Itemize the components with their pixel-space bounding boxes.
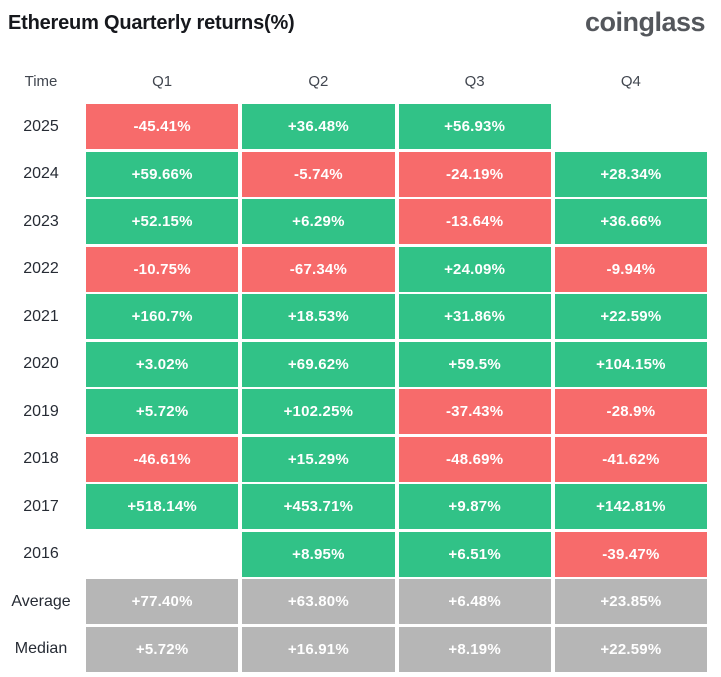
top-bar: Ethereum Quarterly returns(%) coinglass [0,0,721,40]
return-cell-2016-q3: +6.51% [398,531,551,577]
return-cell-median-q1: +5.72% [86,626,239,672]
return-cell-2022-q1: -10.75% [86,246,239,292]
return-cell-2023-q3: -13.64% [398,199,551,244]
return-cell-2024-q2: -5.74% [242,151,395,197]
return-cell-2016-q4: -39.47% [554,531,707,577]
return-cell-2019-q3: -37.43% [398,389,551,434]
return-cell-2016-q2: +8.95% [242,531,395,577]
return-cell-average-q3: +6.48% [398,579,551,624]
return-cell-median-q4: +22.59% [554,626,707,672]
return-cell-2017-q4: +142.81% [554,484,707,529]
coinglass-logo: coinglass [584,7,706,37]
return-cell-2021-q1: +160.7% [86,294,239,339]
return-cell-2024-q3: -24.19% [398,151,551,197]
column-header-time: Time [24,72,58,90]
row-label-2016: 2016 [23,545,59,562]
return-cell-2024-q1: +59.66% [86,151,239,197]
return-cell-2016-q1 [86,532,238,577]
row-label-2019: 2019 [23,402,59,420]
row-label-2017: 2017 [23,497,59,515]
return-cell-2025-q3: +56.93% [398,104,551,149]
return-cell-2025-q1: -45.41% [86,104,239,149]
return-cell-2018-q2: +15.29% [242,436,395,482]
return-cell-2017-q3: +9.87% [398,484,551,529]
quarterly-returns-table: Time Q1 Q2 Q3 Q4 2025 -45.41% +36.48% +5… [0,69,707,672]
return-cell-2021-q4: +22.59% [554,294,707,339]
return-cell-2025-q4 [555,104,707,149]
return-cell-2021-q3: +31.86% [398,294,551,339]
return-cell-median-q3: +8.19% [398,626,551,672]
return-cell-2024-q4: +28.34% [554,151,707,197]
column-header-q2: Q2 [308,72,329,90]
row-label-median: Median [14,640,68,657]
row-label-2024: 2024 [23,165,59,182]
row-label-2025: 2025 [23,117,59,135]
return-cell-2022-q2: -67.34% [242,246,395,292]
return-cell-2021-q2: +18.53% [242,294,395,339]
row-label-2020: 2020 [23,355,59,372]
return-cell-2022-q3: +24.09% [398,246,551,292]
row-label-2018: 2018 [23,450,59,467]
return-cell-2018-q4: -41.62% [554,436,707,482]
return-cell-2020-q3: +59.5% [398,341,551,387]
return-cell-average-q4: +23.85% [554,579,707,624]
row-label-2022: 2022 [23,260,59,277]
return-cell-2019-q4: -28.9% [554,389,707,434]
page-title: Ethereum Quarterly returns(%) [8,12,295,34]
row-label-2021: 2021 [23,307,59,325]
return-cell-2022-q4: -9.94% [554,246,707,292]
return-cell-2018-q3: -48.69% [398,436,551,482]
return-cell-2020-q1: +3.02% [86,341,239,387]
table-header-row: Time Q1 Q2 Q3 Q4 [0,69,707,93]
return-cell-2020-q2: +69.62% [242,341,395,387]
return-cell-average-q2: +63.80% [242,579,395,624]
column-header-q4: Q4 [620,72,641,90]
return-cell-2023-q2: +6.29% [242,199,395,244]
return-cell-median-q2: +16.91% [242,626,395,672]
return-cell-2025-q2: +36.48% [242,104,395,149]
return-cell-2019-q2: +102.25% [242,389,395,434]
row-label-2023: 2023 [23,212,59,230]
column-header-q3: Q3 [464,72,485,90]
row-label-average: Average [11,592,71,610]
column-header-q1: Q1 [152,72,173,90]
return-cell-2017-q1: +518.14% [86,484,239,529]
return-cell-2023-q1: +52.15% [86,199,239,244]
return-cell-2017-q2: +453.71% [242,484,395,529]
return-cell-2018-q1: -46.61% [86,436,239,482]
table-body: 2025 -45.41% +36.48% +56.93% 2024 +59.66… [0,104,707,672]
return-cell-2019-q1: +5.72% [86,389,239,434]
return-cell-2020-q4: +104.15% [554,341,707,387]
return-cell-2023-q4: +36.66% [554,199,707,244]
return-cell-average-q1: +77.40% [86,579,239,624]
